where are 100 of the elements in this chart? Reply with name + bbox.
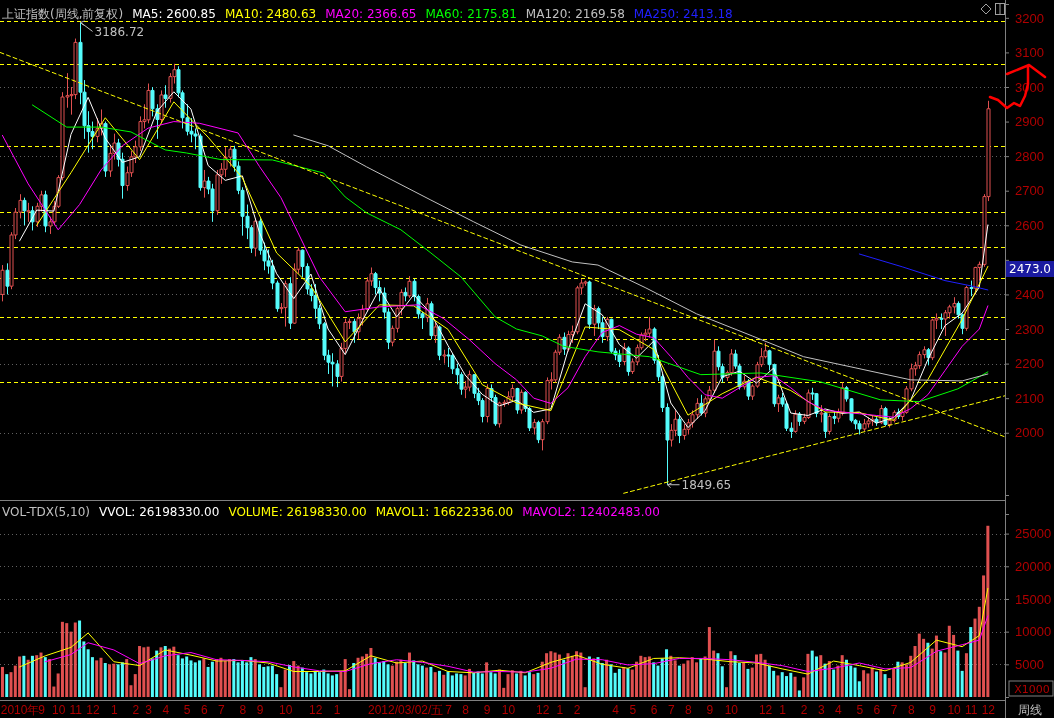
- annotation: 3186.72: [94, 24, 145, 39]
- bar: [720, 666, 724, 697]
- text: MA10: 2480.63: [224, 7, 317, 22]
- bar: [210, 661, 214, 697]
- bar: [262, 666, 266, 697]
- bar: [532, 674, 536, 697]
- x-tick-label: 10: [724, 702, 739, 717]
- bar: [810, 650, 814, 697]
- bar: [763, 659, 767, 697]
- bar: [947, 625, 951, 697]
- bar: [103, 663, 107, 697]
- x-tick-label: 6: [650, 702, 658, 717]
- bar: [622, 666, 626, 697]
- bar: [600, 663, 604, 697]
- bar: [433, 672, 437, 697]
- x-tick-label: 10: [501, 702, 516, 717]
- bar: [823, 663, 827, 697]
- bar: [43, 657, 47, 697]
- line-series: [19, 587, 989, 675]
- bar: [446, 671, 450, 697]
- bar: [900, 662, 904, 697]
- bar: [288, 664, 291, 697]
- x-tick-label: 4: [612, 702, 620, 717]
- bar: [189, 660, 193, 697]
- bar: [853, 667, 857, 697]
- bar: [18, 656, 22, 697]
- bar: [236, 662, 240, 697]
- candlestick: [22, 197, 27, 226]
- bar: [373, 657, 377, 697]
- bar: [142, 647, 146, 697]
- bar: [322, 669, 326, 697]
- bar: [699, 658, 703, 697]
- bar: [343, 659, 347, 697]
- bar: [99, 657, 103, 697]
- y-tick-label: 2700: [1015, 183, 1044, 199]
- candlestick: [288, 276, 293, 330]
- x-tick-label: 7: [890, 702, 898, 717]
- bar: [789, 672, 793, 697]
- chart-subtitle: VVOL: 26198330.00: [99, 505, 220, 520]
- bar: [643, 657, 647, 697]
- bar: [266, 666, 270, 697]
- bar: [896, 661, 900, 697]
- candlestick: [797, 411, 802, 427]
- bar: [832, 669, 836, 697]
- bar: [240, 661, 244, 697]
- bar: [506, 674, 510, 697]
- bar: [86, 649, 90, 697]
- candlestick: [253, 217, 258, 257]
- bar: [583, 687, 587, 697]
- bar: [283, 669, 287, 697]
- bar: [399, 659, 403, 697]
- bar: [180, 658, 184, 697]
- y-tick-label: 20000: [1015, 558, 1052, 574]
- bar: [485, 662, 489, 697]
- bar: [566, 653, 570, 697]
- bar: [120, 662, 124, 697]
- x-tick-label: 4: [835, 702, 843, 717]
- bar: [309, 673, 313, 697]
- bar: [219, 657, 223, 697]
- x-tick-label: 9: [706, 702, 714, 717]
- candlestick: [862, 418, 867, 432]
- bar: [335, 674, 339, 697]
- bar: [228, 659, 232, 697]
- bar: [163, 646, 167, 697]
- candlestick: [407, 275, 412, 299]
- candlestick: [163, 84, 168, 109]
- y-tick-label: 3100: [1015, 45, 1044, 61]
- bar: [26, 659, 30, 697]
- text: MAVOL1: 16622336.00: [375, 505, 514, 520]
- bar: [960, 670, 964, 697]
- bar: [969, 627, 973, 697]
- y-tick-label: 2900: [1015, 114, 1044, 130]
- bar: [412, 660, 416, 697]
- bar: [785, 676, 788, 697]
- bar: [523, 675, 527, 697]
- y-tick-label: 25000: [1015, 526, 1052, 542]
- candlestick: [146, 83, 151, 124]
- candlestick: [617, 349, 622, 368]
- candlestick: [939, 312, 944, 330]
- x-tick-label: 5: [183, 702, 191, 717]
- bar: [258, 664, 262, 697]
- x-tick-label: 5: [629, 702, 637, 717]
- bar: [592, 658, 596, 697]
- text: 周线: [1018, 703, 1042, 717]
- bar: [656, 665, 660, 697]
- bar: [617, 668, 621, 697]
- bar: [352, 663, 356, 697]
- chart-title: 上证指数(周线,前复权): [2, 7, 124, 22]
- bar: [369, 647, 373, 697]
- candlestick: [352, 318, 357, 344]
- x-tick-label: 1: [333, 702, 341, 717]
- bar: [39, 652, 43, 697]
- bar: [95, 660, 99, 697]
- candlestick: [532, 418, 537, 435]
- bar: [827, 661, 831, 697]
- candlestick: [330, 352, 335, 387]
- candlestick: [793, 409, 798, 434]
- x-tick-label: 1: [556, 702, 564, 717]
- x-tick-label: 2012/03/02/五: [367, 702, 444, 717]
- bar: [776, 675, 780, 697]
